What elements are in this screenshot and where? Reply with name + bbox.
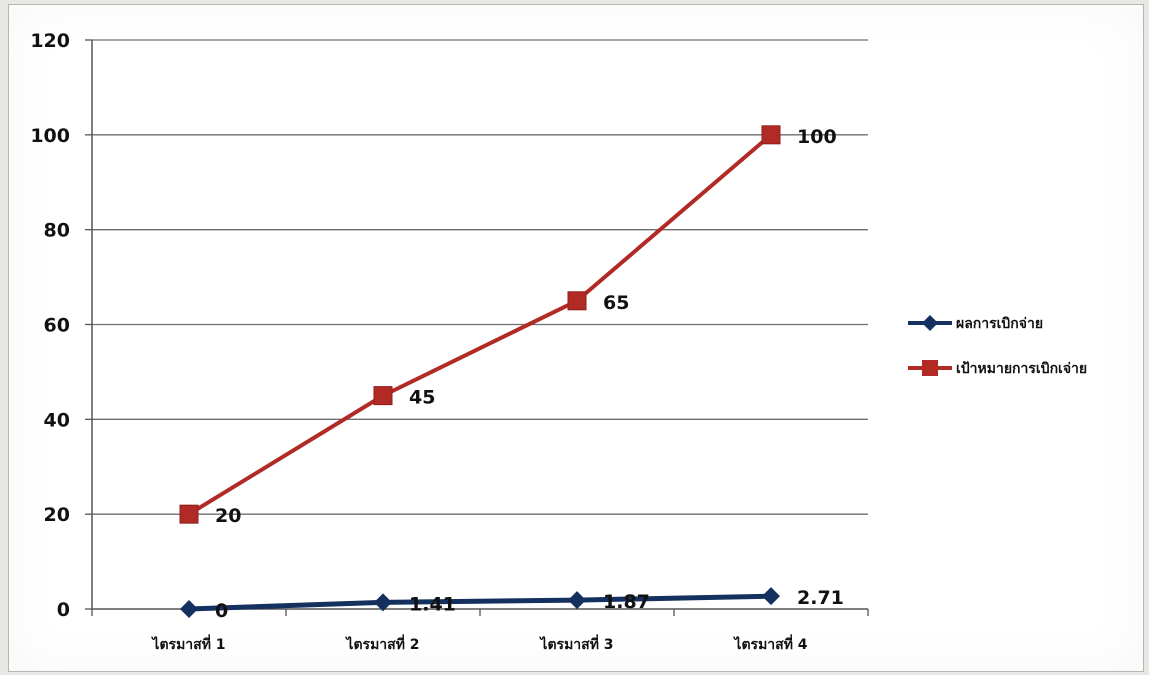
series-layer [179, 125, 781, 618]
x-category-label: ไตรมาสที่ 1 [150, 634, 225, 653]
data-label: 100 [797, 126, 837, 148]
y-tick-label: 80 [44, 220, 70, 242]
x-category-label: ไตรมาสที่ 3 [538, 634, 613, 653]
y-axis-ticks: 0 20 40 60 80 100 120 [30, 30, 92, 621]
x-category-label: ไตรมาสที่ 4 [732, 634, 807, 653]
x-axis-ticks: ไตรมาสที่ 1 ไตรมาสที่ 2 ไตรมาสที่ 3 ไตรมาสท… [91, 609, 869, 653]
x-category-label: ไตรมาสที่ 2 [344, 634, 419, 653]
y-tick-label: 0 [57, 599, 70, 621]
legend-marker-square [922, 360, 938, 376]
data-point-square [179, 504, 199, 524]
chart-frame [8, 4, 1144, 672]
y-tick-label: 60 [44, 315, 70, 337]
data-labels: 20 45 65 100 0 1.41 1.87 2.71 [215, 126, 844, 622]
data-point-square [373, 386, 393, 406]
data-point-diamond [180, 600, 198, 618]
data-label: 65 [603, 292, 629, 314]
y-tick-label: 100 [30, 125, 70, 147]
data-label: 20 [215, 505, 241, 527]
legend-marker-diamond [922, 315, 938, 331]
data-point-square [567, 291, 587, 311]
legend-label: ผลการเบิกจ่าย [956, 316, 1043, 332]
y-tick-label: 20 [44, 504, 70, 526]
data-point-diamond [374, 593, 392, 612]
series-line-actual [188, 593, 772, 612]
y-tick-label: 40 [44, 409, 70, 431]
data-point-diamond [568, 591, 586, 610]
legend-label: เป้าหมายการเบิกเจ่าย [956, 361, 1087, 377]
series-line-target [187, 133, 773, 516]
y-tick-label: 120 [30, 30, 70, 52]
data-point-diamond [762, 587, 780, 606]
data-label: 1.87 [603, 591, 650, 613]
data-label: 0 [215, 600, 228, 622]
data-point-square [761, 125, 781, 145]
data-label: 2.71 [797, 587, 844, 609]
data-label: 1.41 [409, 593, 456, 615]
gridlines [92, 39, 868, 515]
data-label: 45 [409, 387, 435, 409]
